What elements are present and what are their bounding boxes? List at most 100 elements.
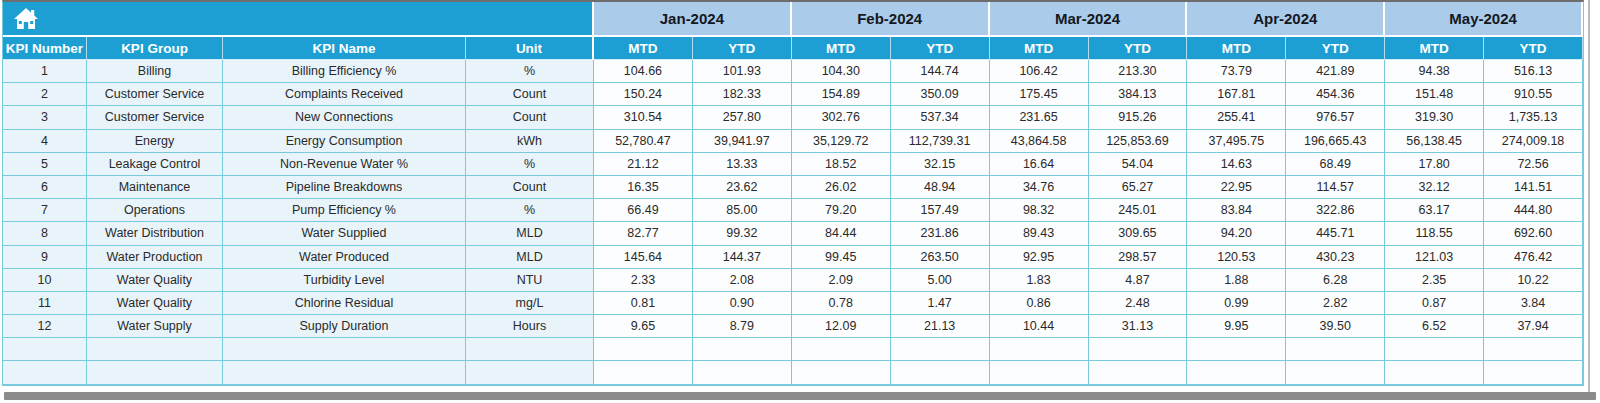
value-cell[interactable]: 85.00 bbox=[693, 199, 792, 222]
value-cell[interactable]: 21.13 bbox=[891, 315, 990, 338]
empty-cell[interactable] bbox=[1089, 338, 1188, 361]
empty-cell[interactable] bbox=[466, 338, 594, 361]
unit-cell[interactable]: Count bbox=[466, 83, 594, 106]
value-cell[interactable]: 22.95 bbox=[1187, 176, 1286, 199]
value-cell[interactable]: 167.81 bbox=[1187, 83, 1286, 106]
value-cell[interactable]: 310.54 bbox=[594, 106, 693, 129]
empty-cell[interactable] bbox=[594, 338, 693, 361]
value-cell[interactable]: 10.22 bbox=[1484, 269, 1583, 292]
kpi-group-cell[interactable]: Billing bbox=[87, 60, 223, 83]
value-cell[interactable]: 0.90 bbox=[693, 292, 792, 315]
value-cell[interactable]: 421.89 bbox=[1286, 60, 1385, 83]
kpi-group-cell[interactable]: Water Production bbox=[87, 246, 223, 269]
value-cell[interactable]: 1.83 bbox=[990, 269, 1089, 292]
value-cell[interactable]: 120.53 bbox=[1187, 246, 1286, 269]
value-cell[interactable]: 94.38 bbox=[1385, 60, 1484, 83]
value-cell[interactable]: 54.04 bbox=[1089, 153, 1188, 176]
value-cell[interactable]: 145.64 bbox=[594, 246, 693, 269]
empty-cell[interactable] bbox=[891, 338, 990, 361]
unit-cell[interactable]: Hours bbox=[466, 315, 594, 338]
empty-cell[interactable] bbox=[990, 361, 1089, 384]
value-cell[interactable]: 476.42 bbox=[1484, 246, 1583, 269]
value-cell[interactable]: 63.17 bbox=[1385, 199, 1484, 222]
value-cell[interactable]: 2.33 bbox=[594, 269, 693, 292]
kpi-name-cell[interactable]: Billing Efficiency % bbox=[223, 60, 466, 83]
kpi-name-cell[interactable]: New Connections bbox=[223, 106, 466, 129]
value-cell[interactable]: 445.71 bbox=[1286, 222, 1385, 245]
value-cell[interactable]: 68.49 bbox=[1286, 153, 1385, 176]
value-cell[interactable]: 94.20 bbox=[1187, 222, 1286, 245]
value-cell[interactable]: 106.42 bbox=[990, 60, 1089, 83]
value-cell[interactable]: 1,735.13 bbox=[1484, 106, 1583, 129]
value-cell[interactable]: 23.62 bbox=[693, 176, 792, 199]
kpi-number-cell[interactable]: 6 bbox=[3, 176, 87, 199]
unit-cell[interactable]: % bbox=[466, 153, 594, 176]
value-cell[interactable]: 65.27 bbox=[1089, 176, 1188, 199]
empty-cell[interactable] bbox=[1286, 338, 1385, 361]
kpi-name-cell[interactable]: Pipeline Breakdowns bbox=[223, 176, 466, 199]
value-cell[interactable]: 21.12 bbox=[594, 153, 693, 176]
value-cell[interactable]: 99.45 bbox=[792, 246, 891, 269]
kpi-number-cell[interactable]: 2 bbox=[3, 83, 87, 106]
value-cell[interactable]: 245.01 bbox=[1089, 199, 1188, 222]
value-cell[interactable]: 309.65 bbox=[1089, 222, 1188, 245]
kpi-number-cell[interactable]: 11 bbox=[3, 292, 87, 315]
empty-cell[interactable] bbox=[594, 361, 693, 384]
value-cell[interactable]: 118.55 bbox=[1385, 222, 1484, 245]
kpi-group-cell[interactable]: Water Supply bbox=[87, 315, 223, 338]
value-cell[interactable]: 83.84 bbox=[1187, 199, 1286, 222]
value-cell[interactable]: 84.44 bbox=[792, 222, 891, 245]
value-cell[interactable]: 31.13 bbox=[1089, 315, 1188, 338]
value-cell[interactable]: 1.88 bbox=[1187, 269, 1286, 292]
value-cell[interactable]: 384.13 bbox=[1089, 83, 1188, 106]
value-cell[interactable]: 0.81 bbox=[594, 292, 693, 315]
kpi-number-cell[interactable]: 3 bbox=[3, 106, 87, 129]
value-cell[interactable]: 263.50 bbox=[891, 246, 990, 269]
value-cell[interactable]: 444.80 bbox=[1484, 199, 1583, 222]
kpi-number-cell[interactable]: 4 bbox=[3, 130, 87, 153]
unit-cell[interactable]: Count bbox=[466, 106, 594, 129]
value-cell[interactable]: 104.30 bbox=[792, 60, 891, 83]
empty-cell[interactable] bbox=[1484, 338, 1583, 361]
value-cell[interactable]: 112,739.31 bbox=[891, 130, 990, 153]
value-cell[interactable]: 99.32 bbox=[693, 222, 792, 245]
kpi-number-cell[interactable]: 12 bbox=[3, 315, 87, 338]
kpi-name-cell[interactable]: Water Produced bbox=[223, 246, 466, 269]
unit-cell[interactable]: MLD bbox=[466, 246, 594, 269]
value-cell[interactable]: 274,009.18 bbox=[1484, 130, 1583, 153]
value-cell[interactable]: 255.41 bbox=[1187, 106, 1286, 129]
value-cell[interactable]: 16.64 bbox=[990, 153, 1089, 176]
value-cell[interactable]: 537.34 bbox=[891, 106, 990, 129]
value-cell[interactable]: 52,780.47 bbox=[594, 130, 693, 153]
value-cell[interactable]: 48.94 bbox=[891, 176, 990, 199]
value-cell[interactable]: 16.35 bbox=[594, 176, 693, 199]
value-cell[interactable]: 9.95 bbox=[1187, 315, 1286, 338]
value-cell[interactable]: 37.94 bbox=[1484, 315, 1583, 338]
empty-cell[interactable] bbox=[1089, 361, 1188, 384]
empty-cell[interactable] bbox=[1385, 361, 1484, 384]
value-cell[interactable]: 114.57 bbox=[1286, 176, 1385, 199]
unit-cell[interactable]: MLD bbox=[466, 222, 594, 245]
value-cell[interactable]: 196,665.43 bbox=[1286, 130, 1385, 153]
value-cell[interactable]: 6.28 bbox=[1286, 269, 1385, 292]
value-cell[interactable]: 302.76 bbox=[792, 106, 891, 129]
empty-cell[interactable] bbox=[1484, 361, 1583, 384]
value-cell[interactable]: 66.49 bbox=[594, 199, 693, 222]
kpi-number-cell[interactable]: 1 bbox=[3, 60, 87, 83]
value-cell[interactable]: 32.12 bbox=[1385, 176, 1484, 199]
value-cell[interactable]: 34.76 bbox=[990, 176, 1089, 199]
value-cell[interactable]: 1.47 bbox=[891, 292, 990, 315]
value-cell[interactable]: 141.51 bbox=[1484, 176, 1583, 199]
value-cell[interactable]: 12.09 bbox=[792, 315, 891, 338]
value-cell[interactable]: 322.86 bbox=[1286, 199, 1385, 222]
value-cell[interactable]: 14.63 bbox=[1187, 153, 1286, 176]
value-cell[interactable]: 2.82 bbox=[1286, 292, 1385, 315]
value-cell[interactable]: 56,138.45 bbox=[1385, 130, 1484, 153]
value-cell[interactable]: 976.57 bbox=[1286, 106, 1385, 129]
value-cell[interactable]: 26.02 bbox=[792, 176, 891, 199]
value-cell[interactable]: 37,495.75 bbox=[1187, 130, 1286, 153]
kpi-name-cell[interactable]: Chlorine Residual bbox=[223, 292, 466, 315]
value-cell[interactable]: 298.57 bbox=[1089, 246, 1188, 269]
value-cell[interactable]: 89.43 bbox=[990, 222, 1089, 245]
kpi-group-cell[interactable]: Water Quality bbox=[87, 269, 223, 292]
